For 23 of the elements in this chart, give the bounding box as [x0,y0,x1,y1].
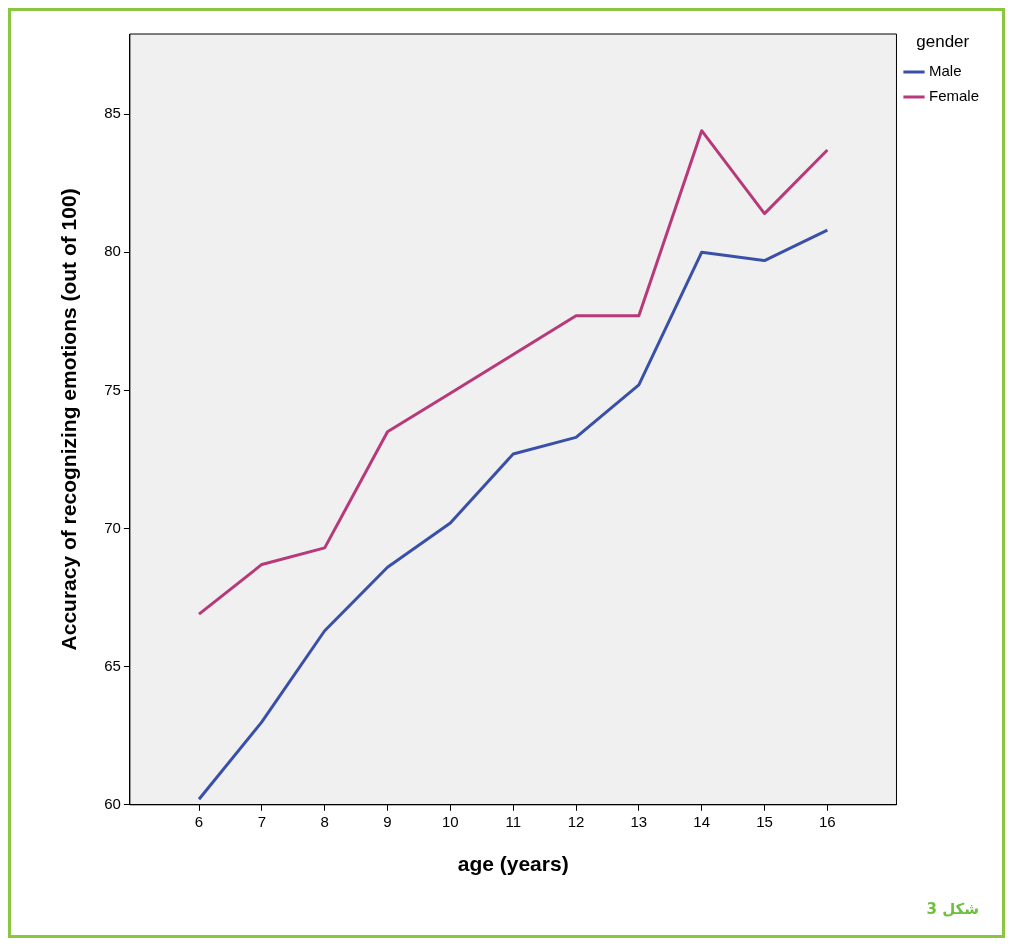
x-tick-label: 14 [693,812,711,830]
y-axis-title: Accuracy of recognizing emotions (out of 100) [57,188,81,651]
y-tick-label: 85 [104,104,121,122]
x-tick-label: 16 [819,812,836,830]
y-tick-label: 65 [104,656,121,674]
legend-label: Male [928,62,962,80]
x-tick-label: 10 [442,812,459,830]
x-tick-label: 8 [320,812,329,830]
legend-label: Female [928,87,980,105]
x-tick-label: 6 [194,812,204,830]
x-axis-title: age (years) [457,852,569,876]
x-tick-label: 15 [756,812,773,830]
x-tick-label: 12 [567,812,585,830]
x-tick-label: 13 [630,812,648,830]
x-tick-label: 11 [505,812,521,830]
text: شكل 3 [926,900,979,918]
legend-title: gender [916,32,970,52]
y-tick-label: 60 [104,794,121,812]
y-tick-label: 80 [104,242,121,260]
x-tick-label: 9 [383,812,392,830]
y-tick-label: 75 [104,380,121,398]
x-tick-label: 7 [257,812,267,830]
y-tick-label: 70 [104,518,121,536]
